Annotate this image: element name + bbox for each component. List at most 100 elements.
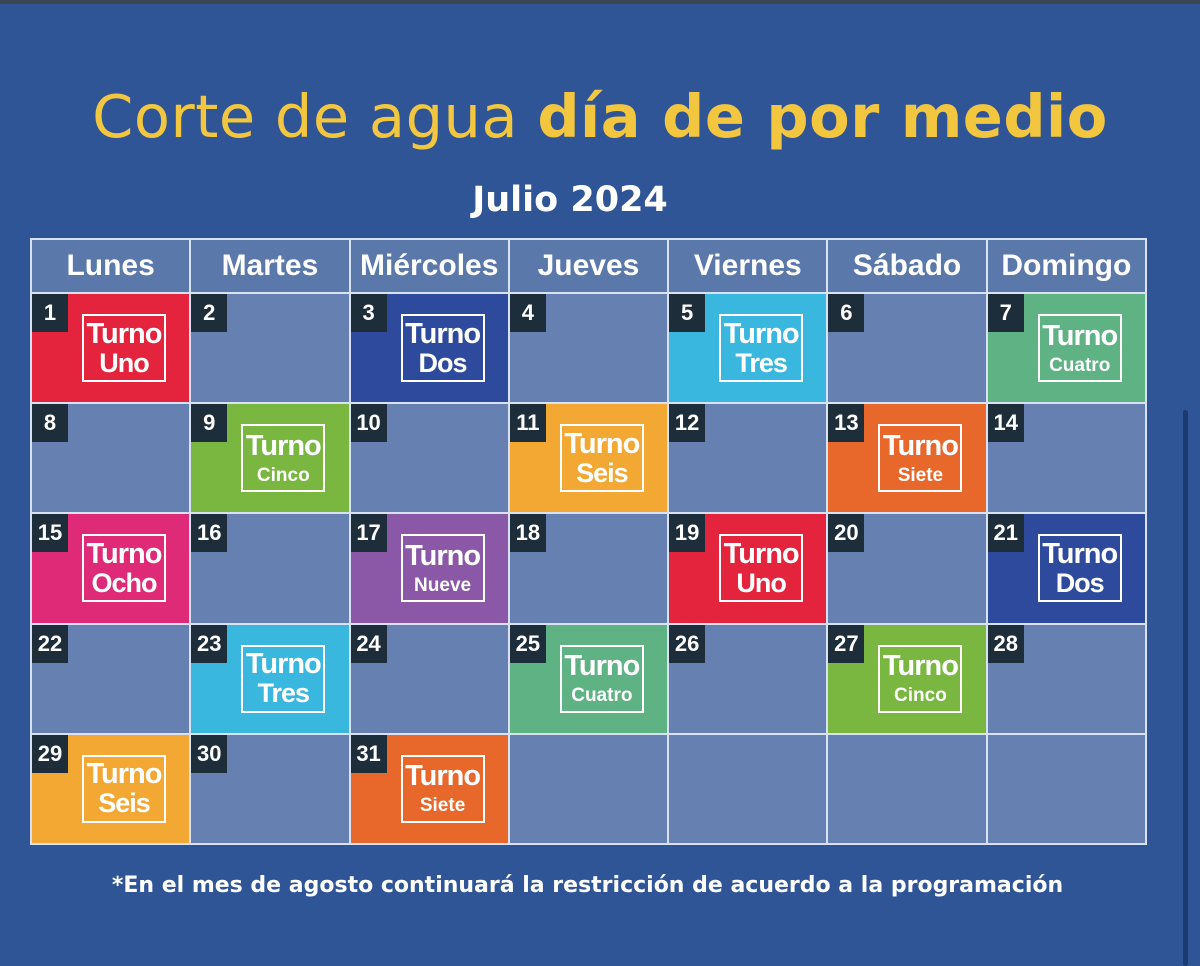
calendar-day-20: 20 bbox=[828, 514, 986, 623]
shift-badge: Turno Seis bbox=[82, 754, 166, 823]
calendar-empty-cell bbox=[509, 734, 668, 843]
shift-label: Turno bbox=[405, 539, 481, 572]
day-number: 14 bbox=[987, 404, 1024, 443]
calendar-day-5: 5 Turno Tres bbox=[669, 294, 827, 403]
calendar-day-25: 25 Turno Cuatro bbox=[509, 624, 668, 733]
day-number: 24 bbox=[350, 624, 387, 663]
day-number: 18 bbox=[509, 514, 546, 553]
shift-label: Turno bbox=[882, 650, 959, 683]
calendar-day-6: 6 bbox=[828, 294, 986, 403]
day-number: 31 bbox=[350, 734, 387, 773]
scrollbar[interactable] bbox=[1183, 410, 1188, 966]
calendar-day-4: 4 bbox=[509, 294, 668, 403]
day-number: 10 bbox=[350, 404, 387, 443]
calendar-day-28: 28 bbox=[987, 624, 1145, 733]
shift-badge: Turno Dos bbox=[400, 314, 485, 382]
day-number: 16 bbox=[191, 514, 228, 553]
day-number: 5 bbox=[669, 294, 706, 332]
shift-label: Turno bbox=[564, 650, 640, 683]
shift-number: Tres bbox=[257, 678, 311, 709]
calendar-day-18: 18 bbox=[509, 514, 668, 623]
shift-badge: Turno Cuatro bbox=[559, 644, 644, 713]
shift-label: Turno bbox=[1042, 319, 1118, 352]
shift-label: Turno bbox=[86, 537, 163, 570]
calendar-day-22: 22 bbox=[32, 624, 190, 733]
shift-badge: Turno Uno bbox=[82, 314, 166, 382]
shift-label: Turno bbox=[564, 427, 640, 460]
shift-number: Dos bbox=[418, 347, 468, 378]
day-number: 27 bbox=[828, 624, 865, 663]
page-title: Corte de agua día de por medio bbox=[0, 82, 1200, 151]
day-number: 2 bbox=[191, 294, 228, 332]
shift-number: Cinco bbox=[894, 685, 947, 707]
day-number: 3 bbox=[350, 294, 387, 332]
calendar-day-12: 12 bbox=[669, 404, 827, 513]
shift-number: Siete bbox=[419, 795, 466, 817]
calendar-day-30: 30 bbox=[191, 734, 349, 843]
calendar-day-21: 21 Turno Dos bbox=[987, 514, 1145, 623]
calendar-day-13: 13 Turno Siete bbox=[828, 404, 986, 513]
shift-number: Cuatro bbox=[571, 685, 633, 707]
shift-badge: Turno Nueve bbox=[400, 534, 485, 603]
shift-badge: Turno Tres bbox=[241, 644, 326, 713]
day-header-4: Viernes bbox=[669, 240, 827, 292]
day-number: 9 bbox=[191, 404, 228, 443]
day-number: 1 bbox=[32, 294, 68, 332]
calendar-day-8: 8 bbox=[32, 404, 190, 513]
shift-badge: Turno Cuatro bbox=[1037, 314, 1122, 382]
day-header-1: Martes bbox=[191, 240, 349, 292]
shift-number: Siete bbox=[897, 464, 944, 486]
month-title: Julio 2024 bbox=[472, 180, 668, 220]
shift-label: Turno bbox=[723, 537, 800, 570]
footnote: *En el mes de agosto continuará la restr… bbox=[111, 873, 1064, 898]
shift-badge: Turno Tres bbox=[719, 314, 804, 382]
shift-number: Nueve bbox=[414, 574, 472, 596]
day-number: 15 bbox=[32, 514, 68, 553]
calendar-day-23: 23 Turno Tres bbox=[191, 624, 349, 733]
day-number: 28 bbox=[987, 624, 1024, 663]
day-number: 7 bbox=[987, 294, 1024, 332]
day-header-0: Lunes bbox=[32, 240, 190, 292]
shift-number: Uno bbox=[99, 347, 149, 378]
top-border bbox=[0, 0, 1200, 4]
day-number: 29 bbox=[32, 734, 68, 773]
shift-badge: Turno Dos bbox=[1037, 534, 1122, 603]
shift-label: Turno bbox=[245, 648, 322, 681]
day-number: 17 bbox=[350, 514, 387, 553]
shift-badge: Turno Ocho bbox=[82, 534, 166, 603]
calendar-day-29: 29 Turno Seis bbox=[32, 734, 190, 843]
day-number: 4 bbox=[509, 294, 546, 332]
day-header-2: Miércoles bbox=[350, 240, 508, 292]
calendar-empty-cell bbox=[669, 734, 827, 843]
title-bold: día de por medio bbox=[537, 82, 1108, 151]
calendar-day-2: 2 bbox=[191, 294, 349, 403]
calendar-day-7: 7 Turno Cuatro bbox=[987, 294, 1145, 403]
day-number: 12 bbox=[669, 404, 706, 443]
shift-label: Turno bbox=[86, 758, 163, 791]
shift-number: Uno bbox=[736, 567, 786, 598]
calendar-day-26: 26 bbox=[669, 624, 827, 733]
calendar-day-31: 31 Turno Siete bbox=[350, 734, 508, 843]
shift-badge: Turno Seis bbox=[559, 424, 644, 493]
calendar-day-17: 17 Turno Nueve bbox=[350, 514, 508, 623]
shift-number: Cuatro bbox=[1049, 354, 1111, 376]
day-header-3: Jueves bbox=[509, 240, 668, 292]
calendar-grid: Lunes Martes Miércoles Jueves Viernes Sábado D… bbox=[30, 238, 1147, 845]
calendar-day-15: 15 Turno Ocho bbox=[32, 514, 190, 623]
day-number: 6 bbox=[828, 294, 865, 332]
shift-label: Turno bbox=[882, 429, 959, 462]
calendar-day-14: 14 bbox=[987, 404, 1145, 513]
shift-number: Tres bbox=[735, 347, 788, 378]
shift-label: Turno bbox=[405, 760, 481, 793]
day-number: 8 bbox=[32, 404, 68, 443]
calendar-day-24: 24 bbox=[350, 624, 508, 733]
shift-number: Seis bbox=[576, 457, 629, 488]
day-header-6: Domingo bbox=[987, 240, 1145, 292]
shift-number: Cinco bbox=[256, 464, 310, 486]
shift-label: Turno bbox=[405, 317, 481, 350]
shift-label: Turno bbox=[723, 317, 800, 350]
shift-badge: Turno Cinco bbox=[241, 424, 326, 493]
title-regular: Corte de agua bbox=[92, 82, 538, 151]
shift-label: Turno bbox=[245, 429, 322, 462]
calendar-day-10: 10 bbox=[350, 404, 508, 513]
